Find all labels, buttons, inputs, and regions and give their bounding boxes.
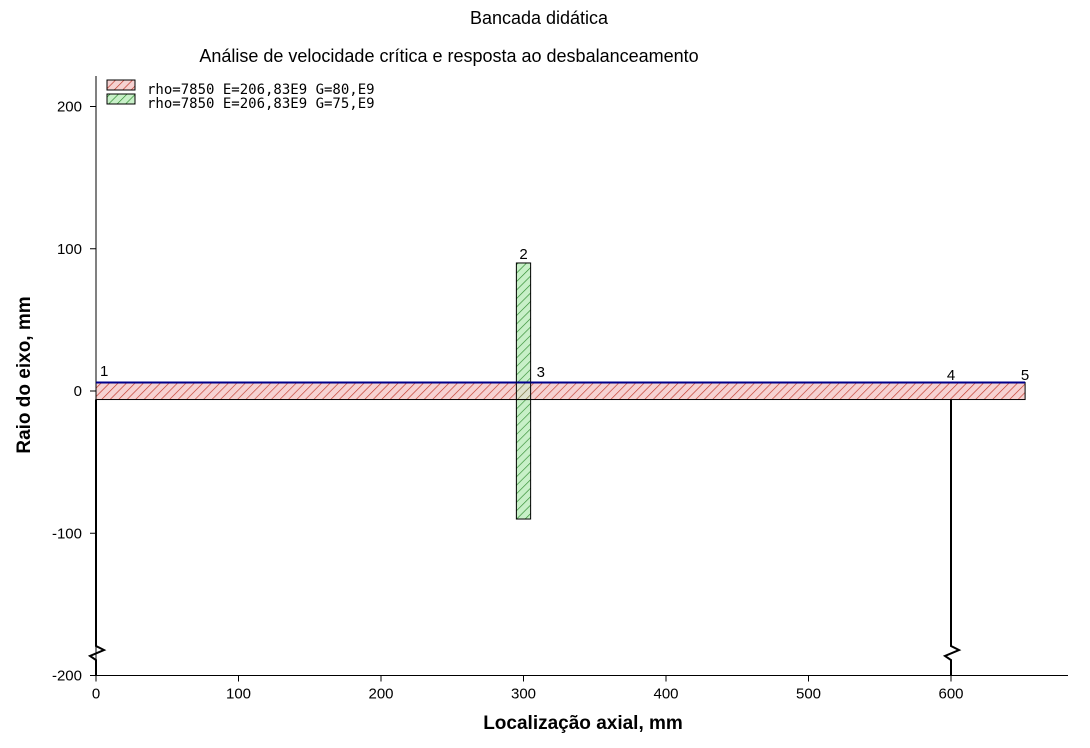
disk-lower [515, 399, 532, 520]
y-tick-label: 0 [74, 383, 82, 400]
legend-label-2: rho=7850 E=206,83E9 G=75,E9 [147, 96, 375, 112]
y-tick-label: -100 [52, 525, 82, 542]
node-label-3: 3 [537, 364, 545, 381]
bearing-support-2 [942, 399, 962, 676]
chart-subtitle: Análise de velocidade crítica e resposta… [199, 46, 698, 66]
shaft-element [95, 381, 1026, 401]
node-label-1: 1 [100, 363, 108, 380]
y-tick-label: 200 [57, 99, 82, 116]
chart-title: Bancada didática [470, 8, 609, 28]
x-tick-label: 0 [92, 686, 100, 703]
y-tick-label: 100 [57, 241, 82, 258]
x-axis-label: Localização axial, mm [483, 713, 683, 734]
x-tick-label: 100 [226, 686, 251, 703]
y-axis-label: Raio do eixo, mm [14, 296, 35, 453]
legend-label-1: rho=7850 E=206,83E9 G=80,E9 [147, 82, 375, 98]
x-tick-label: 600 [938, 686, 963, 703]
node-label-4: 4 [947, 367, 955, 384]
x-tick-label: 200 [368, 686, 393, 703]
rotor-elements [95, 262, 1026, 520]
node-label-5: 5 [1021, 367, 1029, 384]
x-tick-label: 500 [796, 686, 821, 703]
bearing-supports [87, 399, 962, 676]
bearing-support-1 [87, 399, 107, 676]
node-labels: 1 2 3 4 5 [100, 246, 1029, 384]
x-tick-label: 400 [653, 686, 678, 703]
y-tick-label: -200 [52, 668, 82, 685]
disk-upper [515, 262, 532, 383]
legend-swatch-1 [106, 79, 136, 91]
disk-hub [515, 381, 532, 401]
axes: 0 100 200 300 400 500 600 200 100 0 -100 -200 [52, 76, 1068, 703]
x-tick-label: 300 [511, 686, 536, 703]
node-label-2: 2 [519, 246, 527, 263]
legend-swatch-2 [106, 93, 136, 105]
